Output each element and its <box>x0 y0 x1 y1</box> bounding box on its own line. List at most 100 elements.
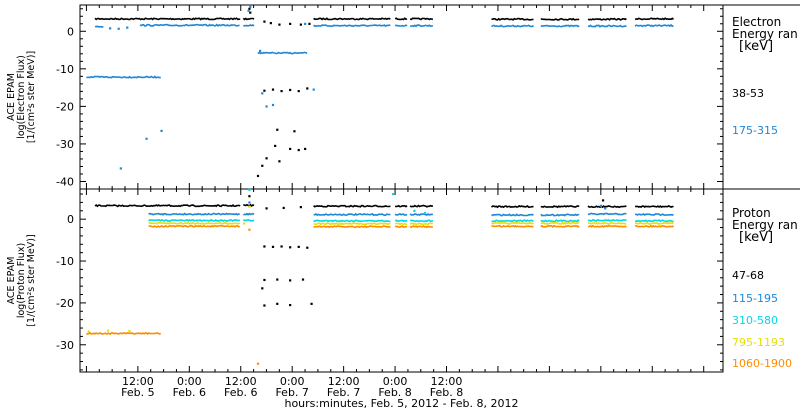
electron-series-run <box>409 17 434 21</box>
proton-ylabel-line: log(Proton Flux) <box>16 243 27 318</box>
x-tick-date-label: Feb. 6 <box>224 386 257 399</box>
electron-data-point <box>261 164 264 167</box>
proton-data-point <box>424 211 427 215</box>
proton-series-run <box>587 212 627 216</box>
electron-data-point <box>289 22 292 25</box>
proton-data-point <box>248 205 251 208</box>
proton-series-310-580 <box>148 188 674 223</box>
proton-data-point <box>263 304 266 307</box>
proton-series-run <box>395 204 408 208</box>
electron-data-point <box>297 148 300 152</box>
proton-series-run <box>148 218 241 222</box>
proton-data-point <box>106 329 110 332</box>
proton-series-run <box>242 218 255 222</box>
proton-legend-entry: 795-1193 <box>732 336 785 349</box>
electron-data-point <box>276 128 279 131</box>
x-tick-date-label: Feb. 7 <box>275 386 308 399</box>
proton-series-run <box>394 219 408 223</box>
electron-series-run <box>313 17 391 21</box>
electron-data-point <box>299 23 302 26</box>
electron-series-run <box>634 17 675 21</box>
electron-data-point <box>278 23 281 26</box>
electron-data-point <box>274 144 277 148</box>
electron-ytick-label: -20 <box>56 100 74 113</box>
electron-legend-title-line: [keV] <box>739 39 773 54</box>
proton-series-run <box>148 212 240 216</box>
proton-data-point <box>128 329 131 333</box>
electron-series-run <box>257 51 308 55</box>
electron-data-point <box>312 88 315 91</box>
electron-data-point <box>297 89 300 93</box>
proton-data-point <box>599 204 603 207</box>
proton-data-point <box>261 287 264 290</box>
proton-series-run <box>313 204 391 208</box>
proton-series-run <box>94 204 241 208</box>
proton-series-run <box>587 205 627 209</box>
proton-series-run <box>540 205 580 209</box>
x-tick-time-label: 0:00 <box>383 375 408 388</box>
proton-data-point <box>289 279 292 282</box>
electron-data-point <box>271 103 275 107</box>
proton-series-run <box>409 222 433 226</box>
proton-data-point <box>263 278 266 282</box>
electron-series-run <box>409 24 433 28</box>
proton-series-run <box>490 204 534 209</box>
proton-series-run <box>634 221 674 225</box>
electron-plot-frame <box>79 4 724 190</box>
electron-series-run <box>394 24 408 27</box>
electron-series-run <box>394 17 408 21</box>
proton-series-run <box>634 204 674 209</box>
electron-data-point <box>269 22 272 25</box>
proton-series-115-195 <box>148 201 674 217</box>
proton-series-run <box>587 221 627 225</box>
proton-data-point <box>391 193 395 196</box>
proton-series-run <box>587 218 627 222</box>
proton-ylabel-line: [1/(cm²s ster MeV)] <box>26 234 37 326</box>
x-tick-date-label: Feb. 5 <box>121 386 154 399</box>
proton-data-point <box>243 222 246 225</box>
proton-data-point <box>413 209 416 212</box>
proton-series-1060-1900 <box>86 224 675 365</box>
proton-series-run <box>148 224 240 228</box>
electron-data-point <box>119 167 122 170</box>
proton-series-run <box>635 224 675 228</box>
electron-legend-title-line: Electron <box>732 15 781 29</box>
electron-ytick-label: 0 <box>67 25 74 38</box>
proton-series-run <box>394 212 408 216</box>
proton-legend-entry: 1060-1900 <box>732 357 792 370</box>
electron-data-point <box>145 137 148 140</box>
proton-series-run <box>634 213 674 216</box>
electron-series-175-315 <box>86 5 674 170</box>
proton-ytick-label: -10 <box>56 255 74 268</box>
proton-data-point <box>289 246 292 249</box>
proton-series-run <box>313 212 391 217</box>
electron-ytick-label: -10 <box>56 63 74 76</box>
electron-data-point <box>289 88 292 92</box>
proton-series-run <box>540 219 580 223</box>
electron-ytick-label: -40 <box>56 175 74 188</box>
proton-data-point <box>265 207 268 210</box>
electron-ylabel-line: log(Electron Flux) <box>16 55 27 139</box>
proton-series-run <box>491 224 534 228</box>
proton-legend-title-line: [keV] <box>739 230 773 245</box>
electron-data-point <box>265 105 268 108</box>
proton-series-run <box>409 204 434 208</box>
electron-data-point <box>278 160 281 163</box>
proton-data-point <box>310 302 313 305</box>
proton-data-point <box>248 228 251 231</box>
electron-data-point <box>304 147 307 151</box>
proton-series-run <box>540 213 580 217</box>
electron-data-point <box>259 49 262 53</box>
proton-ytick-label: -30 <box>56 339 74 352</box>
proton-data-point <box>299 206 302 209</box>
x-tick-time-label: 0:00 <box>280 375 305 388</box>
electron-legend-title-line: Energy ran <box>732 27 798 41</box>
electron-series-run <box>94 25 104 28</box>
proton-series-795-1193 <box>87 205 674 333</box>
electron-data-point <box>271 88 275 91</box>
electron-series-run <box>139 23 240 28</box>
proton-series-run <box>86 331 162 336</box>
proton-series-run <box>540 221 580 226</box>
electron-ylabel-line: ACE EPAM <box>6 73 17 121</box>
electron-data-point <box>263 20 266 23</box>
